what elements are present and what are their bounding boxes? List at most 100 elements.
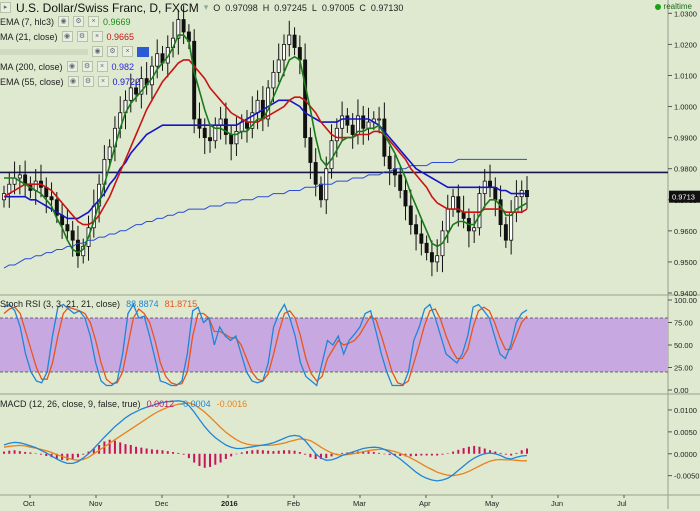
realtime-label: realtime (663, 2, 692, 11)
eye-icon[interactable]: ◉ (58, 16, 70, 27)
legend-ema55[interactable]: EMA (55, close) ◉ ⚙ × 0.9722 (0, 75, 140, 88)
macd-histogram-bar (267, 450, 270, 454)
candle-body (398, 174, 403, 191)
candle-body (208, 137, 212, 142)
macd-label: MACD (12, 26, close, 9, false, true) (0, 399, 141, 409)
candle-body (75, 239, 80, 257)
candle-body (49, 196, 54, 201)
macd-histogram-bar (55, 453, 58, 460)
candle-body (456, 196, 461, 213)
close-icon[interactable]: × (97, 76, 109, 87)
close-icon[interactable]: × (96, 61, 108, 72)
macd-histogram-bar (87, 451, 90, 454)
candle-body (472, 227, 477, 232)
close-icon[interactable]: × (122, 46, 133, 57)
macd-histogram-bar (150, 449, 153, 454)
macd-histogram-bar (420, 453, 423, 456)
macd-histogram-bar (246, 451, 249, 454)
close-icon[interactable]: × (91, 31, 103, 42)
candle-body (445, 208, 450, 232)
macd-histogram-bar (119, 442, 122, 454)
eye-icon[interactable]: ◉ (92, 46, 103, 57)
candle-body (329, 140, 334, 170)
ema7-value: 0.9669 (103, 16, 131, 27)
close-label: C (359, 2, 366, 13)
legend-ma200[interactable]: MA (200, close) ◉ ⚙ × 0.982 (0, 60, 134, 73)
stoch-label: Stoch RSI (3, 3, 21, 21, close) (0, 299, 121, 309)
macd-histogram-bar (203, 453, 206, 468)
macd-histogram-bar (351, 452, 354, 454)
candle-body (128, 87, 133, 101)
macd-histogram-bar (3, 451, 5, 454)
candle-body (361, 115, 366, 129)
candle-body (435, 255, 440, 263)
macd-histogram-bar (92, 448, 95, 454)
macd-histogram-bar (462, 448, 465, 454)
candle-body (429, 252, 434, 263)
macd-histogram-bar (161, 450, 164, 454)
settings-icon[interactable]: ⚙ (107, 46, 118, 57)
candle-body (229, 134, 234, 145)
macd-histogram-bar (393, 453, 396, 456)
macd-histogram-bar (341, 452, 344, 454)
dropdown-caret-icon[interactable]: ▾ (203, 2, 209, 12)
macd-histogram-bar (515, 452, 518, 454)
macd-signal-line (3, 402, 527, 477)
symbol-title[interactable]: U.S. Dollar/Swiss Franc, D, FXCM (16, 0, 199, 15)
stoch-legend[interactable]: Stoch RSI (3, 3, 21, 21, close) 88.8874 … (0, 299, 197, 309)
low-label: L (311, 2, 317, 13)
eye-icon[interactable]: ◉ (67, 76, 79, 87)
macd-histogram-bar (145, 448, 148, 454)
candle-body (202, 127, 207, 139)
macd-histogram-bar (314, 453, 317, 460)
time-tick-label: Dec (155, 499, 169, 508)
macd-histogram-bar (499, 452, 502, 454)
settings-icon[interactable]: ⚙ (76, 31, 88, 42)
candle-body (197, 118, 202, 129)
eye-icon[interactable]: ◉ (61, 31, 73, 42)
macd-histogram-bar (330, 453, 333, 457)
macd-histogram-bar (457, 449, 460, 454)
macd-histogram-bar (103, 441, 106, 454)
price-tick-label: 0.9400 (674, 289, 697, 298)
time-tick-label: Jun (551, 499, 563, 508)
macd-histogram-bar (282, 450, 285, 454)
close-icon[interactable]: × (88, 16, 100, 27)
settings-icon[interactable]: ⚙ (73, 16, 85, 27)
macd-histogram-bar (230, 453, 233, 457)
macd-histogram-bar (13, 450, 16, 454)
macd-histogram-bar (177, 452, 180, 454)
candle-body (308, 137, 313, 163)
legend-ema7[interactable]: EMA (7, hlc3) ◉ ⚙ × 0.9669 (0, 15, 131, 28)
price-tick-label: 0.9600 (674, 227, 697, 236)
macd-histogram-bar (388, 453, 391, 456)
faded-label (0, 48, 88, 55)
macd-histogram-bar (272, 451, 275, 454)
macd-histogram-bar (193, 453, 196, 463)
settings-icon[interactable]: ⚙ (82, 76, 94, 87)
settings-icon[interactable]: ⚙ (81, 61, 93, 72)
macd-histogram-bar (304, 453, 307, 455)
ema7-line (4, 34, 528, 254)
candle-body (271, 71, 276, 89)
macd-histogram-bar (288, 450, 291, 454)
ma200-line (3, 158, 527, 269)
macd-histogram-bar (325, 453, 328, 459)
time-tick-label: Nov (89, 499, 103, 508)
stoch-tick-label: 25.00 (674, 364, 693, 373)
macd-histogram-bar (140, 447, 143, 454)
stoch-tick-label: 100.00 (674, 296, 697, 305)
candle-body (218, 118, 223, 126)
color-swatch-icon (137, 46, 149, 57)
time-tick-label: 2016 (221, 499, 238, 508)
legend-ma21[interactable]: MA (21, close) ◉ ⚙ × 0.9665 (0, 30, 134, 43)
macd-histogram-bar (526, 448, 528, 454)
legend-hidden-indicator[interactable]: ◉ ⚙ × (0, 45, 149, 58)
time-tick-label: Feb (287, 499, 300, 508)
candle-body (366, 121, 371, 129)
macd-legend[interactable]: MACD (12, 26, close, 9, false, true) 0.0… (0, 399, 247, 409)
candle-body (245, 121, 249, 129)
eye-icon[interactable]: ◉ (66, 61, 78, 72)
collapse-icon[interactable]: ▸ (0, 2, 11, 13)
